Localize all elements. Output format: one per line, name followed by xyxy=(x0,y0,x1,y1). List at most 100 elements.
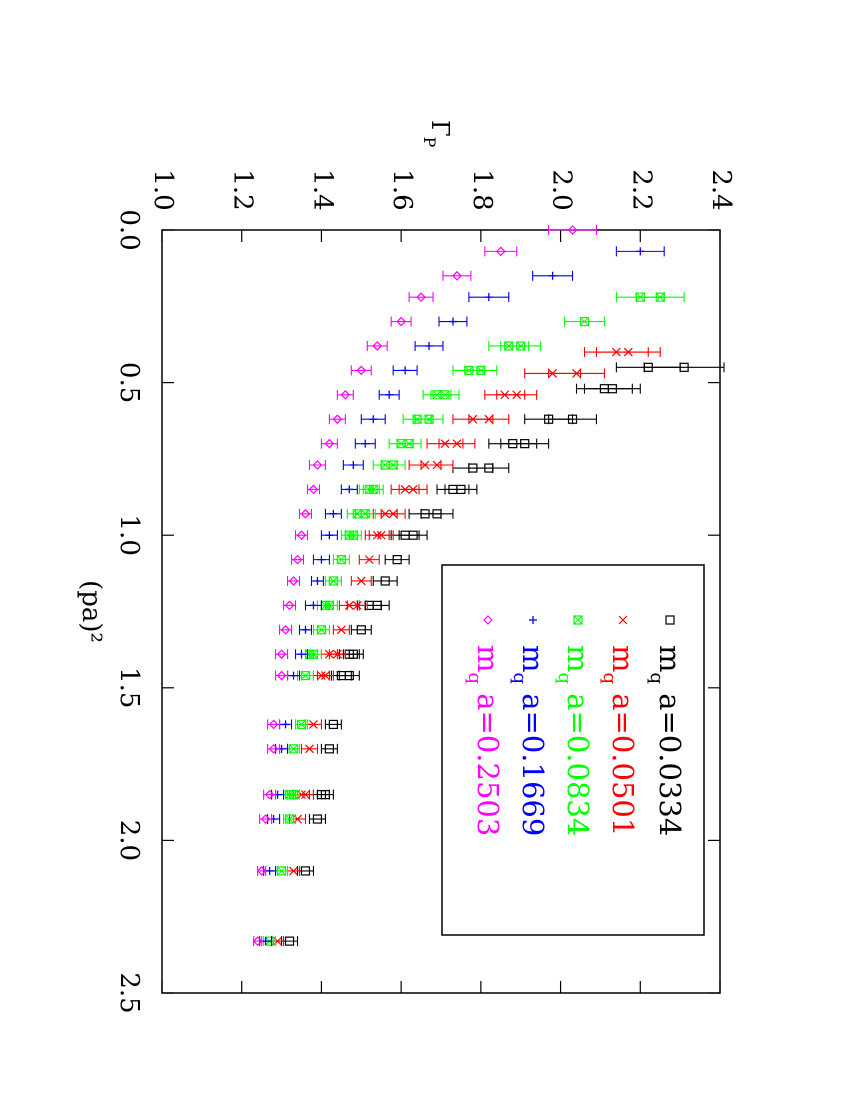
y-tick-label: 1.0 xyxy=(148,169,178,210)
data-point xyxy=(298,508,313,519)
legend-label: mq a=0.0834 xyxy=(554,645,595,836)
axis-ticks xyxy=(161,229,721,994)
data-point xyxy=(286,575,301,586)
marker-cross xyxy=(400,484,410,494)
data-point xyxy=(324,575,342,586)
data-point xyxy=(312,554,330,565)
data-point xyxy=(336,389,354,400)
data-point xyxy=(340,530,358,541)
marker-plus xyxy=(548,271,557,280)
marker-square xyxy=(544,414,554,424)
marker-diamond xyxy=(416,292,426,302)
marker-plus xyxy=(345,485,354,494)
marker-cross xyxy=(305,744,314,754)
marker-box xyxy=(276,866,287,876)
marker-plus xyxy=(325,531,334,540)
legend-label-main: m xyxy=(471,645,505,673)
legend-label-main: m xyxy=(606,645,640,673)
data-point xyxy=(263,789,277,800)
marker-cross xyxy=(297,790,306,800)
marker-box xyxy=(296,719,307,730)
legend-item: mq a=0.1669 xyxy=(509,616,550,836)
marker-diamond xyxy=(264,789,275,800)
data-point xyxy=(296,670,315,681)
data-point xyxy=(402,414,432,425)
data-point xyxy=(372,575,398,586)
marker-square xyxy=(356,625,366,635)
marker-box xyxy=(316,625,327,635)
data-point xyxy=(488,438,538,449)
marker-box-cross xyxy=(285,790,294,799)
data-point xyxy=(366,340,388,351)
marker-plus xyxy=(349,461,358,470)
legend-label-sub: q xyxy=(554,673,575,685)
data-point xyxy=(360,414,386,425)
data-point xyxy=(414,340,444,351)
data-series xyxy=(252,225,725,947)
data-point xyxy=(320,530,338,541)
marker-diamond xyxy=(312,460,323,470)
legend-label: mq a=0.1669 xyxy=(509,645,550,836)
legend-label-rest: a=0.1669 xyxy=(516,684,550,836)
data-point xyxy=(532,270,574,281)
marker-cross xyxy=(548,369,558,378)
marker-plus xyxy=(425,341,434,350)
legend-label-rest: a=0.0501 xyxy=(606,684,640,836)
marker-box xyxy=(344,530,354,540)
marker-box xyxy=(300,670,311,681)
x-axis-label: (pa)² xyxy=(76,580,106,643)
data-point xyxy=(564,316,605,327)
legend-label-rest: a=0.0834 xyxy=(561,684,595,836)
data-point xyxy=(524,368,582,379)
x-tick-label: 0.0 xyxy=(114,209,144,250)
marker-box-cross xyxy=(396,439,406,448)
data-point xyxy=(358,554,380,565)
data-point xyxy=(388,438,414,449)
marker-plus xyxy=(361,439,370,448)
marker-diamond xyxy=(340,389,351,400)
data-point xyxy=(286,743,301,754)
data-point xyxy=(324,508,342,519)
data-point xyxy=(350,624,372,635)
marker-diamond xyxy=(372,341,383,351)
x-tick-labels: 0.0 0.5 1.0 1.5 2.0 2.5 xyxy=(114,209,144,1013)
data-point xyxy=(294,719,309,730)
marker-box-cross xyxy=(285,814,294,824)
marker-square xyxy=(320,790,331,800)
marker-box-cross xyxy=(432,390,442,400)
data-point xyxy=(372,508,398,519)
marker-cross xyxy=(618,615,628,625)
marker-box xyxy=(288,744,299,754)
legend-label-sub: q xyxy=(599,673,620,685)
marker-box-cross xyxy=(504,341,514,351)
marker-diamond xyxy=(268,743,279,754)
legend-label: mq a=0.0501 xyxy=(599,645,640,836)
data-point xyxy=(452,414,494,425)
data-point xyxy=(324,719,342,730)
data-point xyxy=(426,438,464,449)
marker-box-cross xyxy=(301,671,310,680)
marker-square xyxy=(380,576,390,586)
data-point xyxy=(332,554,350,565)
marker-cross xyxy=(317,671,326,681)
marker-cross xyxy=(468,414,478,424)
y-tick-label: 1.6 xyxy=(387,169,417,210)
data-point xyxy=(392,365,418,376)
marker-plus xyxy=(529,616,537,624)
marker-box-cross xyxy=(289,744,298,754)
marker-plus xyxy=(329,509,338,518)
data-point xyxy=(294,530,309,541)
marker-diamond xyxy=(356,365,367,376)
marker-box-cross xyxy=(277,866,286,876)
marker-box-cross xyxy=(317,625,326,635)
data-point xyxy=(422,389,452,400)
marker-diamond xyxy=(280,624,291,635)
marker-square xyxy=(312,814,323,824)
marker-diamond xyxy=(324,438,335,449)
marker-cross xyxy=(611,347,621,357)
marker-box xyxy=(284,790,295,800)
data-point xyxy=(583,347,649,358)
marker-diamond xyxy=(483,615,493,625)
data-point xyxy=(548,225,597,235)
marker-box xyxy=(328,576,338,586)
